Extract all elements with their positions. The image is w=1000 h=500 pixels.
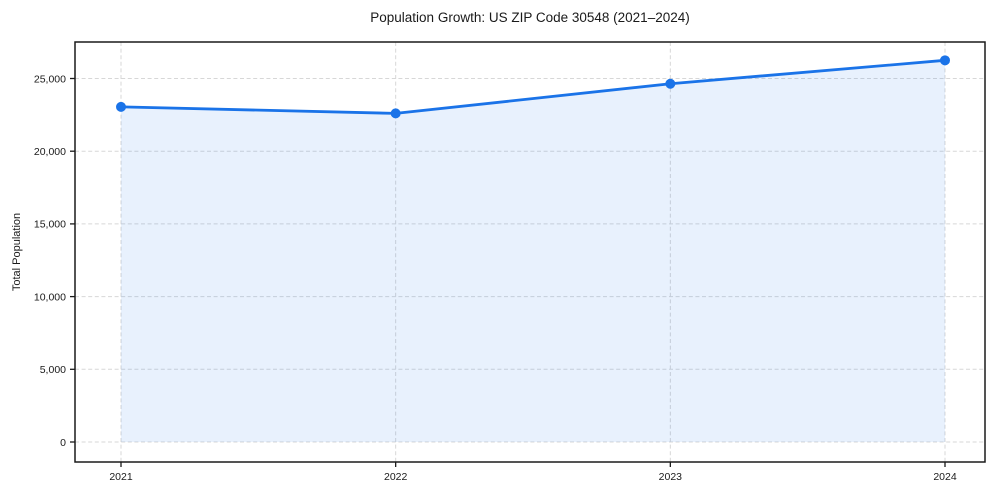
x-tick-label: 2021 <box>109 471 133 483</box>
chart-title: Population Growth: US ZIP Code 30548 (20… <box>370 10 690 25</box>
y-tick-label: 25,000 <box>34 73 66 85</box>
x-tick-label: 2022 <box>384 471 408 483</box>
area-fill <box>121 60 945 442</box>
x-tick-label: 2023 <box>659 471 683 483</box>
data-point-2021 <box>116 101 126 112</box>
data-point-2023 <box>665 78 676 89</box>
y-tick-label: 10,000 <box>34 291 66 303</box>
y-tick-label: 15,000 <box>34 219 66 231</box>
data-point-2024 <box>940 55 950 66</box>
plot-border <box>74 41 986 463</box>
data-point-2022 <box>390 108 401 119</box>
y-tick-label: 0 <box>60 437 66 449</box>
y-tick-label: 20,000 <box>34 146 66 158</box>
x-tick-label: 2024 <box>933 471 957 483</box>
y-tick-label: 5,000 <box>40 364 66 376</box>
trend-line <box>119 58 947 115</box>
